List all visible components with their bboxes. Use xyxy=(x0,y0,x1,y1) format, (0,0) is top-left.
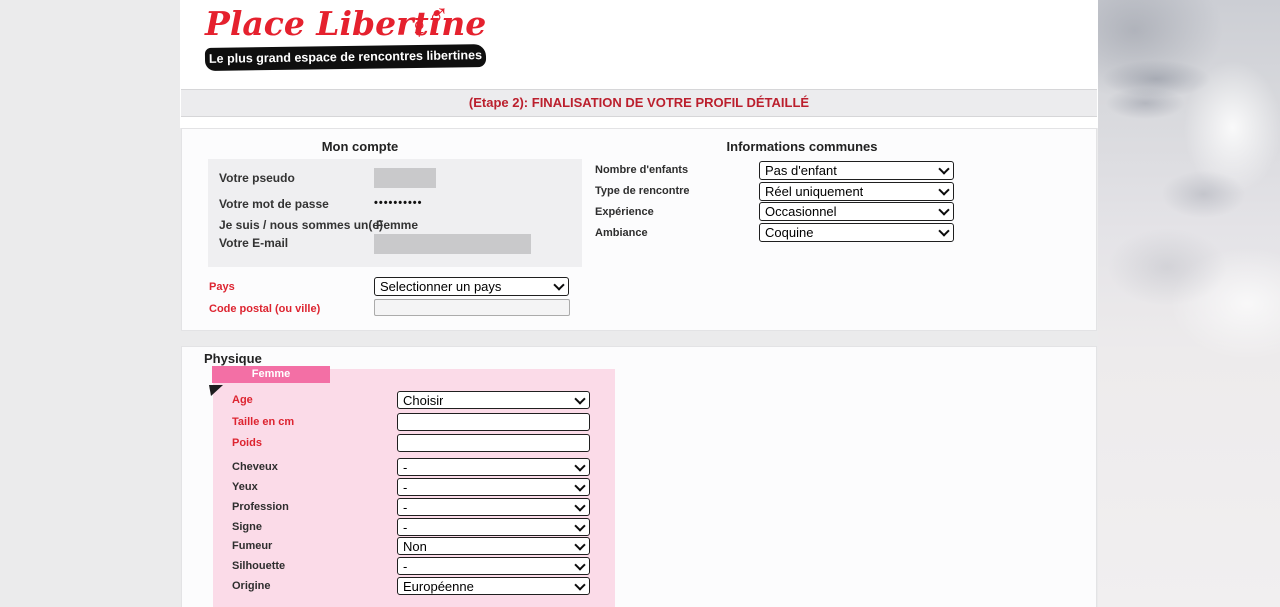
site-logo: Place Libertine xyxy=(205,4,487,43)
chevron-down-icon xyxy=(574,499,586,512)
experience-label: Expérience xyxy=(595,206,654,218)
silhouette-value: - xyxy=(403,558,408,574)
account-panel: Votre pseudo Votre mot de passe ••••••••… xyxy=(208,159,582,267)
email-label: Votre E-mail xyxy=(219,236,289,250)
experience-value: Occasionnel xyxy=(765,204,837,219)
content-column: Place Libertine ♀ ♂ Le plus grand espace… xyxy=(180,0,1098,607)
code-postal-input[interactable] xyxy=(374,299,570,316)
section-account: Mon compte Informations communes Votre p… xyxy=(181,128,1097,331)
poids-input[interactable] xyxy=(397,434,590,452)
gender-label: Je suis / nous sommes un(e) xyxy=(219,218,384,232)
origine-label: Origine xyxy=(232,580,271,592)
header-area: Place Libertine ♀ ♂ Le plus grand espace… xyxy=(180,0,1098,128)
taille-label: Taille en cm xyxy=(232,416,295,428)
age-select[interactable]: Choisir xyxy=(397,391,590,409)
fumeur-value: Non xyxy=(403,538,427,554)
chevron-down-icon xyxy=(574,519,586,532)
chevron-down-icon xyxy=(574,479,586,492)
silhouette-select[interactable]: - xyxy=(397,557,590,575)
cheveux-label: Cheveux xyxy=(232,461,278,473)
chevron-down-icon xyxy=(938,225,950,237)
ambiance-value: Coquine xyxy=(765,225,814,240)
section-physique: Physique Age Choisir Taille en cm Poids … xyxy=(181,346,1097,607)
chevron-down-icon xyxy=(574,578,586,591)
pseudo-redacted-value xyxy=(374,168,436,188)
profession-select[interactable]: - xyxy=(397,498,590,516)
taille-input[interactable] xyxy=(397,413,590,431)
age-label: Age xyxy=(232,394,253,406)
chevron-down-icon xyxy=(553,279,565,291)
signe-label: Signe xyxy=(232,521,262,533)
profession-label: Profession xyxy=(232,501,289,513)
pseudo-label: Votre pseudo xyxy=(219,171,295,185)
yeux-select[interactable]: - xyxy=(397,478,590,496)
corner-fold-icon xyxy=(209,385,223,396)
type-rencontre-label: Type de rencontre xyxy=(595,185,690,197)
chevron-down-icon xyxy=(574,538,586,551)
origine-select[interactable]: Européenne xyxy=(397,577,590,595)
profession-value: - xyxy=(403,499,408,515)
common-heading: Informations communes xyxy=(726,139,878,154)
chevron-down-icon xyxy=(938,184,950,196)
chevron-down-icon xyxy=(938,163,950,175)
signe-select[interactable]: - xyxy=(397,518,590,536)
gender-value: Femme xyxy=(376,218,419,232)
nombre-enfants-value: Pas d'enfant xyxy=(765,163,837,178)
chevron-down-icon xyxy=(574,459,586,472)
pays-select[interactable]: Selectionner un pays xyxy=(374,277,569,296)
chevron-down-icon xyxy=(938,204,950,216)
experience-select[interactable]: Occasionnel xyxy=(759,202,954,221)
cheveux-value: - xyxy=(403,459,408,475)
female-symbol-icon: ♀ xyxy=(408,12,431,45)
yeux-label: Yeux xyxy=(232,481,258,493)
cheveux-select[interactable]: - xyxy=(397,458,590,476)
male-symbol-icon: ♂ xyxy=(427,0,450,31)
code-postal-label: Code postal (ou ville) xyxy=(209,303,321,315)
origine-value: Européenne xyxy=(403,578,474,594)
tab-femme[interactable]: Femme xyxy=(212,366,330,383)
physique-heading: Physique xyxy=(204,351,262,366)
fumeur-label: Fumeur xyxy=(232,540,273,552)
poids-label: Poids xyxy=(232,437,262,449)
chevron-down-icon xyxy=(574,558,586,571)
nombre-enfants-select[interactable]: Pas d'enfant xyxy=(759,161,954,180)
ambiance-select[interactable]: Coquine xyxy=(759,223,954,242)
fumeur-select[interactable]: Non xyxy=(397,537,590,555)
silhouette-label: Silhouette xyxy=(232,560,286,572)
step-banner: (Etape 2): FINALISATION DE VOTRE PROFIL … xyxy=(181,89,1097,117)
signe-value: - xyxy=(403,519,408,535)
password-label: Votre mot de passe xyxy=(219,197,329,211)
yeux-value: - xyxy=(403,479,408,495)
age-value: Choisir xyxy=(403,392,444,408)
ambiance-label: Ambiance xyxy=(595,227,648,239)
nombre-enfants-label: Nombre d'enfants xyxy=(595,164,689,176)
type-rencontre-select[interactable]: Réel uniquement xyxy=(759,182,954,201)
password-masked-value: •••••••••• xyxy=(374,197,423,209)
pays-value: Selectionner un pays xyxy=(380,279,502,294)
physique-panel: Age Choisir Taille en cm Poids Cheveux -… xyxy=(213,369,615,607)
email-redacted-value xyxy=(374,234,531,254)
tagline-banner: Le plus grand espace de rencontres liber… xyxy=(204,44,487,71)
chevron-down-icon xyxy=(574,392,586,405)
type-rencontre-value: Réel uniquement xyxy=(765,184,864,199)
pays-label: Pays xyxy=(209,281,235,293)
account-heading: Mon compte xyxy=(321,139,399,154)
background-photo xyxy=(1098,0,1280,607)
